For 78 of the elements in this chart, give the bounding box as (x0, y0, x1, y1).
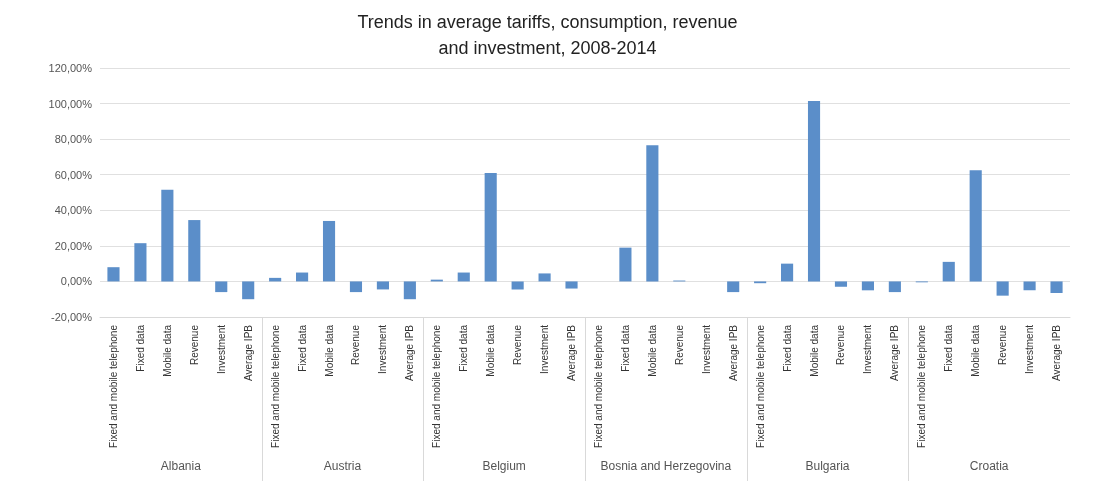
bar (996, 281, 1009, 296)
x-tick-label: Mobile data (970, 324, 982, 377)
bar (727, 281, 740, 293)
bar (969, 170, 982, 282)
bar (834, 281, 848, 287)
x-tick-label: Mobile data (161, 324, 173, 377)
bar (538, 273, 551, 282)
y-tick-label: 100,00% (48, 97, 93, 110)
x-tick-label: Revenue (835, 324, 847, 366)
chart-title: Trends in average tariffs, consumption, revenue and investment, 2008-2014 (357, 12, 738, 58)
y-tick-label: 40,00% (54, 204, 93, 217)
x-tick-label: Revenue (350, 324, 362, 366)
bar (161, 189, 174, 282)
y-tick-label: 60,00% (54, 168, 93, 181)
x-tick-label: Revenue (188, 324, 200, 366)
bar (215, 281, 228, 293)
bar (349, 281, 363, 293)
bar (511, 281, 524, 290)
y-tick-label: 20,00% (54, 239, 93, 252)
x-tick-label: Mobile data (485, 324, 497, 377)
bar (322, 220, 336, 282)
text: Bosnia and Herzegovina (600, 459, 732, 473)
x-tick-label: Average IPB (1051, 324, 1063, 381)
x-tick-label: Mobile data (808, 324, 820, 377)
x-tick-label: Fixed data (781, 324, 793, 372)
bar (942, 261, 955, 282)
bar (107, 267, 120, 282)
x-tick-label: Investment (1024, 324, 1036, 374)
text: Austria (323, 459, 362, 473)
x-tick-label: Investment (377, 324, 389, 374)
x-tick-label: Fixed data (458, 324, 470, 372)
x-tick-label: Fixed data (619, 324, 631, 372)
x-tick-label: Revenue (673, 324, 685, 366)
x-tick-label: Average IPB (889, 324, 901, 381)
y-tick-label: -20,00% (51, 311, 93, 323)
text: Bulgaria (805, 459, 850, 473)
bar (188, 220, 201, 282)
x-tick-label: Revenue (997, 324, 1009, 366)
x-tick-label: Fixed and mobile telephone (754, 324, 766, 448)
y-tick-label: 80,00% (54, 133, 93, 146)
bar (619, 247, 632, 282)
bar (646, 145, 659, 282)
x-tick-label: Average IPB (404, 324, 416, 381)
x-tick-label: Revenue (512, 324, 524, 366)
y-tick-label: 120,00% (48, 62, 93, 74)
x-tick-label: Mobile data (646, 324, 658, 377)
bar (242, 281, 255, 300)
bar (565, 281, 578, 289)
x-tick-label: Investment (215, 324, 227, 374)
x-tick-label: Fixed data (296, 324, 308, 372)
x-tick-label: Average IPB (242, 324, 254, 381)
x-tick-label: Average IPB (566, 324, 578, 381)
x-tick-label: Average IPB (727, 324, 739, 381)
x-tick-label: Fixed and mobile telephone (592, 324, 604, 448)
x-tick-label: Investment (862, 324, 874, 374)
x-tick-label: Fixed data (943, 324, 955, 372)
x-tick-label: Mobile data (323, 324, 335, 377)
bar (807, 100, 821, 282)
x-tick-label: Fixed data (134, 324, 146, 372)
text: Croatia (969, 459, 1009, 473)
x-tick-label: Fixed and mobile telephone (107, 324, 119, 448)
x-tick-label: Fixed and mobile telephone (431, 324, 443, 448)
bar (1023, 281, 1036, 291)
text: Belgium (482, 459, 526, 473)
bar (403, 281, 416, 300)
x-tick-label: Fixed and mobile telephone (269, 324, 281, 448)
bar (861, 281, 874, 291)
y-tick-label: 0,00% (60, 275, 93, 288)
x-tick-label: Fixed and mobile telephone (916, 324, 928, 448)
bar (134, 243, 147, 282)
bar (781, 263, 794, 282)
x-tick-label: Investment (539, 324, 551, 374)
bar (376, 281, 389, 290)
bar (484, 172, 497, 282)
bar (888, 281, 901, 293)
text: Albania (160, 459, 202, 473)
bar (1050, 281, 1063, 293)
x-tick-label: Investment (700, 324, 712, 374)
